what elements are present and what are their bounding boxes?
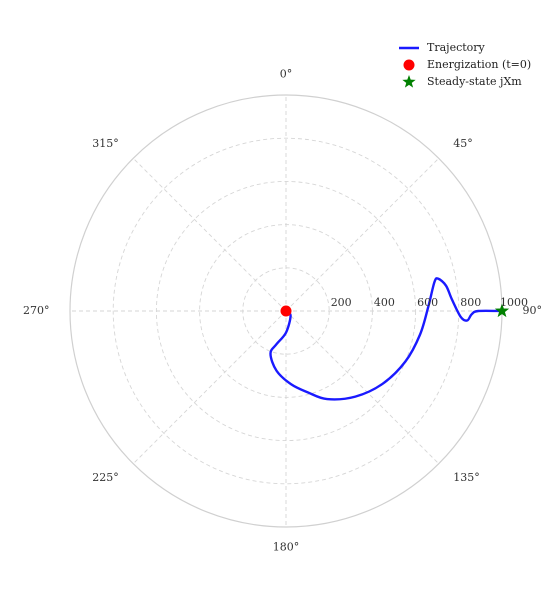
angle-tick-label: 90° — [523, 304, 543, 317]
angle-tick-label: 135° — [453, 471, 480, 484]
trajectory-line — [269, 277, 504, 401]
legend-label: Steady-state jXm — [427, 75, 522, 88]
legend-star-swatch — [402, 75, 416, 88]
legend-circle-swatch — [403, 59, 415, 71]
angular-grid-spoke — [132, 310, 287, 465]
radial-tick-label: 1000 — [500, 296, 528, 309]
angle-tick-label: 315° — [92, 137, 119, 150]
radial-tick-label: 800 — [460, 296, 481, 309]
angle-tick-label: 270° — [23, 304, 50, 317]
radial-tick-label: 400 — [374, 296, 395, 309]
angular-grid-spoke — [285, 310, 440, 465]
radial-tick-label: 600 — [417, 296, 438, 309]
legend-label: Energization (t=0) — [427, 58, 531, 71]
energization-marker — [280, 305, 292, 317]
legend-label: Trajectory — [427, 41, 486, 54]
label-layer: 0° 45° 90° 135° 180° 225° 270° 315° 200 400 600 800… — [23, 67, 542, 553]
angular-grid-spoke — [132, 157, 287, 312]
angular-grid-spoke — [285, 157, 440, 312]
data-layer — [269, 277, 510, 401]
radial-grid-ring — [112, 137, 460, 485]
legend: Trajectory Energization (t=0) Steady-state… — [399, 41, 531, 88]
angle-tick-label: 225° — [92, 471, 119, 484]
steady-state-marker — [494, 303, 510, 318]
grid-layer — [69, 94, 503, 528]
angle-tick-label: 45° — [453, 137, 473, 150]
radial-tick-label: 200 — [331, 296, 352, 309]
angle-tick-label: 0° — [280, 67, 293, 80]
angle-tick-label: 180° — [273, 541, 300, 554]
